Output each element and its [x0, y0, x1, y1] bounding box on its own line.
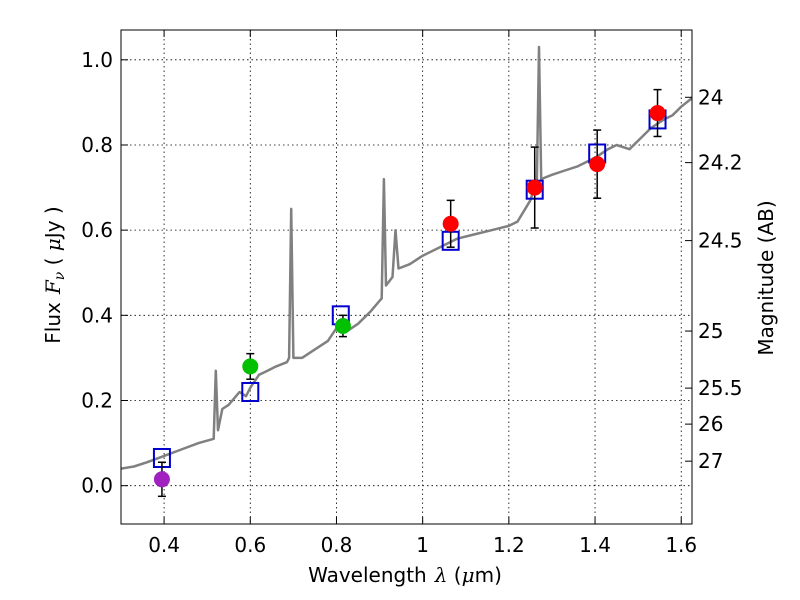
y-axis-label-text: Flux	[41, 302, 65, 344]
y-tick-label: 0.6	[81, 218, 113, 242]
magnitude-tick-label: 26	[698, 412, 723, 436]
y-axis-unit-rest: Jy )	[41, 206, 65, 240]
observed-point	[589, 156, 606, 173]
observed-point	[442, 215, 459, 232]
y-axis-label: Flux Fν ( μJy )	[41, 206, 68, 343]
y-axis-subscript: ν	[52, 271, 68, 280]
observed-point	[242, 358, 259, 375]
y-axis-unit-open: (	[41, 251, 65, 272]
plot-frame	[120, 29, 693, 525]
observed-point	[334, 317, 351, 334]
x-tick-label: 0.4	[148, 533, 180, 557]
x-tick-label: 1	[416, 533, 429, 557]
x-axis-symbol: λ	[434, 563, 448, 587]
y-tick-label: 1.0	[81, 48, 113, 72]
magnitude-tick-label: 25.5	[698, 376, 743, 400]
magnitude-tick-label: 24	[698, 85, 723, 109]
x-tick-label: 1.6	[665, 533, 697, 557]
plot-area	[121, 45, 692, 498]
magnitude-tick-label: 24.5	[698, 229, 743, 253]
y-axis-unit-mu: μ	[41, 238, 65, 251]
observed-point	[649, 105, 666, 122]
magnitude-tick-label: 25	[698, 319, 723, 343]
x-axis-label-text: Wavelength	[308, 563, 427, 587]
observed-point	[153, 471, 170, 488]
ticks: 0.4 0.6 0.8 1 1.2 1.4 1.6 0.0 0.2 0.4 0.6 0.8 1.0 24 2…	[81, 30, 743, 557]
x-tick-label: 1.4	[579, 533, 611, 557]
y-tick-label: 0.8	[81, 133, 113, 157]
x-axis-unit-open: (	[447, 563, 461, 587]
x-axis-unit-rest: m)	[475, 563, 502, 587]
y-tick-label: 0.4	[81, 303, 113, 327]
x-axis-label: Wavelength λ (μm)	[308, 563, 502, 587]
magnitude-tick-label: 24.2	[698, 151, 743, 175]
magnitude-tick-label: 27	[698, 449, 723, 473]
x-tick-label: 0.6	[234, 533, 266, 557]
x-tick-label: 0.8	[321, 533, 353, 557]
x-axis-unit-mu: μ	[462, 563, 475, 587]
grid	[121, 30, 692, 524]
y-tick-label: 0.0	[81, 474, 113, 498]
model-point	[241, 381, 260, 402]
y-tick-label: 0.2	[81, 389, 113, 413]
observed-point	[526, 179, 543, 196]
y2-axis-label: Magnitude (AB)	[754, 200, 778, 355]
y-axis-symbol: F	[41, 279, 65, 295]
spectrum-line	[121, 45, 692, 470]
x-tick-label: 1.2	[493, 533, 525, 557]
